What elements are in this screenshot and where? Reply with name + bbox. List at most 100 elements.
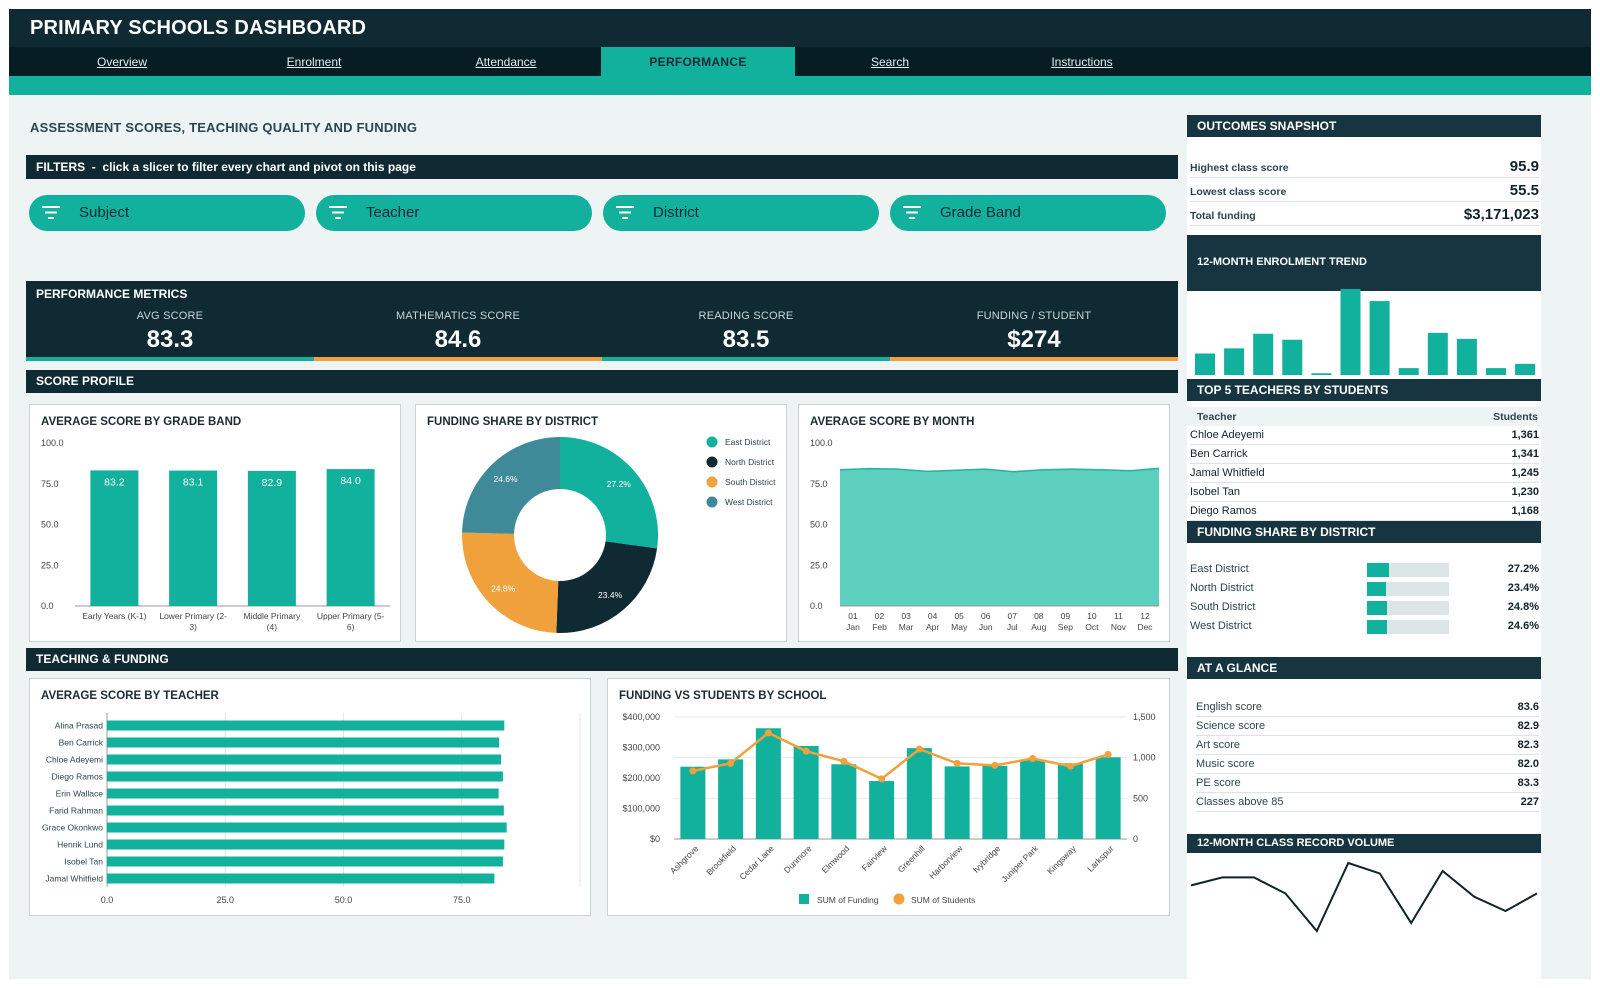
y-tick-label: 100.0 bbox=[41, 438, 64, 448]
student-count: 1,341 bbox=[1511, 448, 1539, 460]
table-row: Isobel Tan 1,230 bbox=[1190, 483, 1539, 502]
list-item: Classes above 85 227 bbox=[1196, 793, 1539, 812]
bar bbox=[169, 470, 218, 606]
trend-bar bbox=[1340, 289, 1361, 375]
filter-icon bbox=[616, 206, 634, 219]
enrolment-trend-chart bbox=[1195, 289, 1536, 375]
x-tick-label: 3) bbox=[189, 622, 197, 632]
legend-label: SUM of Students bbox=[911, 895, 975, 905]
filter-icon bbox=[329, 206, 347, 219]
slicer-subject[interactable]: Subject bbox=[29, 195, 305, 231]
funding-bar bbox=[869, 781, 895, 839]
donut-slice bbox=[462, 437, 560, 534]
x-tick-label: 11 bbox=[1114, 611, 1123, 621]
list-item: Science score 82.9 bbox=[1196, 717, 1539, 736]
glance-label: Art score bbox=[1196, 739, 1241, 751]
funding-share-header: FUNDING SHARE BY DISTRICT bbox=[1187, 521, 1541, 543]
district-label: South District bbox=[1190, 601, 1256, 613]
slicer-grade-band[interactable]: Grade Band bbox=[890, 195, 1166, 231]
tab-search[interactable]: Search bbox=[870, 55, 910, 69]
top-teachers-header: TOP 5 TEACHERS BY STUDENTS bbox=[1187, 379, 1541, 401]
kpi-funding-per-student: FUNDING / STUDENT $274 bbox=[890, 305, 1178, 361]
slicer-label: Subject bbox=[79, 204, 130, 221]
tab-overview[interactable]: Overview bbox=[96, 55, 147, 69]
students-point bbox=[878, 775, 886, 783]
y-tick-label: 100.0 bbox=[810, 438, 833, 448]
x-tick-label: Fairview bbox=[860, 843, 890, 873]
kpi-accent-bar bbox=[26, 357, 314, 361]
bar bbox=[107, 788, 499, 799]
score-teacher-chart-card: AVERAGE SCORE BY TEACHER Alina Prasad Ben… bbox=[29, 678, 591, 916]
teaching-funding-bar: TEACHING & FUNDING bbox=[26, 648, 1178, 671]
snapshot-label: Lowest class score bbox=[1190, 186, 1287, 198]
kpi-accent-bar bbox=[314, 357, 602, 361]
volume-line bbox=[1190, 861, 1538, 933]
filters-separator: - bbox=[88, 160, 100, 174]
tab-attendance[interactable]: Attendance bbox=[475, 55, 537, 69]
snapshot-value: 55.5 bbox=[1509, 182, 1539, 199]
x-tick-label: Oct bbox=[1085, 622, 1099, 632]
tab-enrolment[interactable]: Enrolment bbox=[286, 55, 342, 69]
funding-bar bbox=[906, 748, 932, 839]
x-tick-label: Feb bbox=[872, 622, 887, 632]
x-tick-label: Nov bbox=[1111, 622, 1127, 632]
x-tick-label: May bbox=[951, 622, 968, 632]
slicer-district[interactable]: District bbox=[603, 195, 879, 231]
slicer-teacher[interactable]: Teacher bbox=[316, 195, 592, 231]
snapshot-value: $3,171,023 bbox=[1463, 206, 1539, 223]
tab-instructions[interactable]: Instructions bbox=[1051, 55, 1113, 69]
teacher-name: Ben Carrick bbox=[1190, 448, 1248, 460]
kpi-avg-score: AVG SCORE 83.3 bbox=[26, 305, 314, 361]
glance-value: 82.9 bbox=[1517, 720, 1539, 732]
glance-label: Science score bbox=[1196, 720, 1266, 732]
kpi-accent-bar bbox=[890, 357, 1178, 361]
x-tick-label: 25.0 bbox=[216, 895, 234, 905]
student-count: 1,168 bbox=[1511, 505, 1539, 517]
x-tick-label: Dec bbox=[1137, 622, 1153, 632]
x-tick-label: 05 bbox=[954, 611, 964, 621]
x-tick-label: 6) bbox=[347, 622, 355, 632]
students-line bbox=[692, 731, 1109, 781]
y-tick-label: Erin Wallace bbox=[56, 789, 104, 799]
legend-label: East District bbox=[725, 437, 771, 447]
snapshot-row: Highest class score 95.9 bbox=[1190, 154, 1539, 178]
glance-value: 83.6 bbox=[1517, 701, 1539, 713]
kpi-label: AVG SCORE bbox=[136, 310, 204, 322]
x-tick-label: Aug bbox=[1031, 622, 1046, 632]
chart-title: 12-MONTH ENROLMENT TREND bbox=[1197, 256, 1367, 268]
data-label: 83.2 bbox=[104, 476, 125, 488]
chart-title: FUNDING SHARE BY DISTRICT bbox=[427, 416, 599, 428]
x-tick-label: (4) bbox=[267, 622, 278, 632]
y-right-tick-label: 500 bbox=[1133, 793, 1148, 803]
y-tick-label: Jamal Whitfield bbox=[45, 874, 103, 884]
dashboard-frame: PRIMARY SCHOOLS DASHBOARD Overview Enrol… bbox=[9, 9, 1591, 979]
district-label: East District bbox=[1190, 563, 1249, 575]
list-item: Art score 82.3 bbox=[1196, 736, 1539, 755]
kpi-value: 84.6 bbox=[434, 326, 482, 353]
legend-swatch bbox=[799, 894, 809, 904]
students-point bbox=[840, 757, 848, 765]
teacher-name: Jamal Whitfield bbox=[1190, 467, 1265, 479]
y-tick-label: 0.0 bbox=[41, 601, 54, 611]
y-tick-label: 75.0 bbox=[810, 479, 828, 489]
x-tick-label: 75.0 bbox=[453, 895, 471, 905]
y-right-tick-label: 1,000 bbox=[1133, 753, 1156, 763]
x-tick-label: Jun bbox=[979, 622, 993, 632]
glance-value: 227 bbox=[1520, 796, 1539, 808]
x-tick-label: Brookfield bbox=[704, 843, 738, 877]
y-tick-label: Chloe Adeyemi bbox=[46, 755, 103, 765]
y-left-tick-label: $300,000 bbox=[622, 743, 660, 753]
x-tick-label: 10 bbox=[1087, 611, 1097, 621]
record-volume-chart bbox=[1190, 861, 1538, 933]
student-count: 1,230 bbox=[1511, 486, 1539, 498]
students-point bbox=[802, 747, 810, 755]
funding-bar bbox=[1095, 757, 1121, 839]
tab-performance[interactable]: PERFORMANCE bbox=[601, 47, 795, 76]
funding-students-chart-card: FUNDING VS STUDENTS BY SCHOOL $0 $100,000… bbox=[607, 678, 1170, 916]
bar bbox=[326, 469, 375, 606]
share-track bbox=[1367, 601, 1449, 615]
grade-band-chart: 0.0 25.0 50.0 75.0 100.0 83.2 Early Years (K-1… bbox=[41, 438, 390, 632]
list-item: South District 24.8% bbox=[1190, 598, 1539, 617]
score-profile-bar: SCORE PROFILE bbox=[26, 370, 1178, 393]
funding-bar bbox=[793, 745, 819, 839]
